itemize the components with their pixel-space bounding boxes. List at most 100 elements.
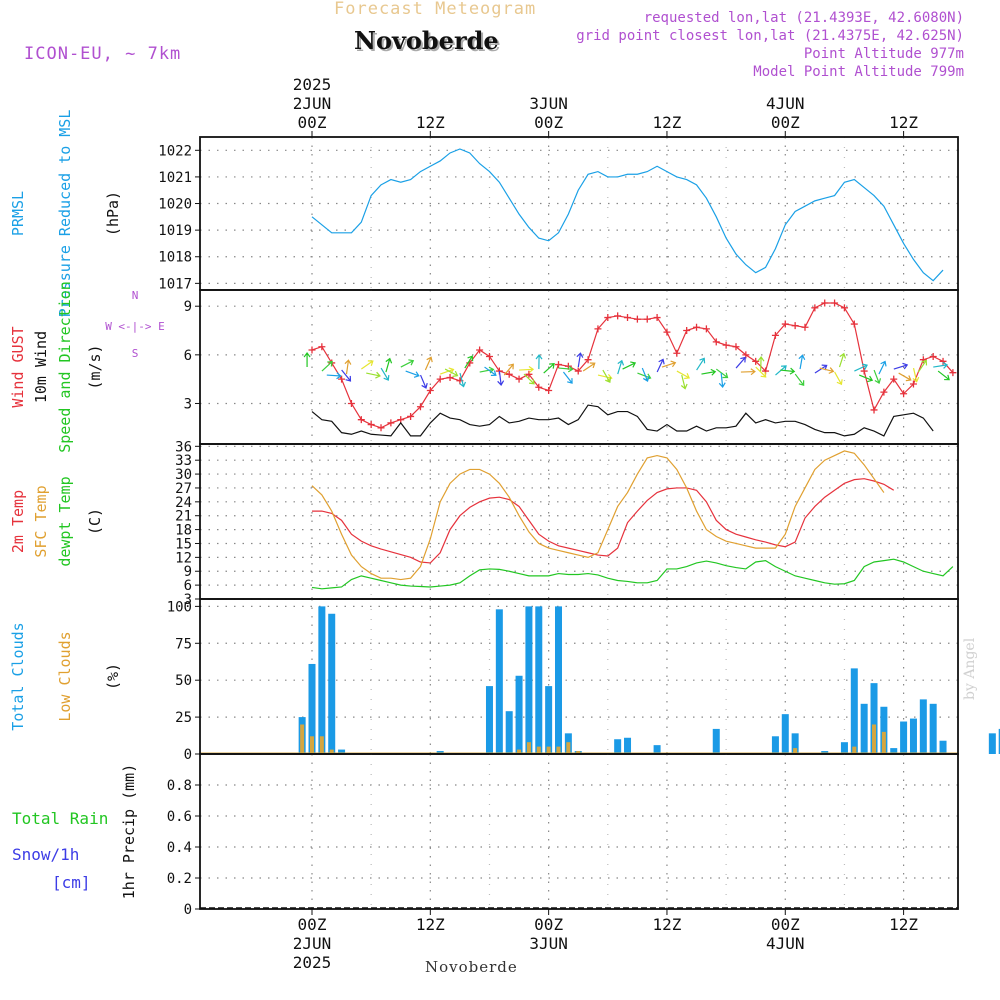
- cloud-bar-total: [495, 609, 503, 754]
- cloud-bar-total: [485, 686, 493, 754]
- wind-direction-arrow: [326, 372, 342, 380]
- wind-direction-arrow: [503, 363, 514, 376]
- y-tick-label: 1018: [158, 250, 192, 266]
- cloud-bar-total: [771, 736, 779, 754]
- series-wind-line: [311, 404, 934, 437]
- y-tick-label: 0.8: [167, 778, 192, 794]
- precip-side-label: [cm]: [52, 873, 91, 892]
- cloud-bar-low: [793, 748, 798, 754]
- cloud-bar-total: [939, 740, 947, 754]
- panel-precip: 0 0.2 0.4 0.6 0.8 1hr Precip (mm) Total Rain Sn…: [12, 753, 959, 918]
- y-tick-label: 6: [184, 578, 192, 594]
- cloud-bar-total: [870, 683, 878, 754]
- y-tick-label: 0.2: [167, 871, 192, 887]
- series-t2m-line: [312, 478, 895, 564]
- gust-marker: [436, 375, 444, 383]
- top-time-label: 12Z: [889, 113, 918, 132]
- y-tick-label: 21: [175, 509, 192, 525]
- wind-direction-arrow: [794, 373, 805, 387]
- gust-marker: [909, 380, 917, 388]
- panel-label: SFC Temp: [32, 485, 50, 557]
- wind-direction-arrow: [701, 368, 717, 376]
- y-tick-label: 36: [175, 439, 192, 455]
- gust-marker: [791, 322, 799, 330]
- wind-direction-arrow: [361, 360, 374, 370]
- wind-direction-arrow: [602, 369, 612, 384]
- gust-marker: [821, 299, 829, 307]
- wind-direction-arrow: [558, 365, 574, 373]
- wind-direction-arrow: [735, 356, 746, 369]
- panel-label: (C): [86, 508, 104, 535]
- credit-text: by Angel: [962, 637, 978, 700]
- gust-marker: [367, 421, 375, 429]
- wind-direction-arrow: [617, 359, 625, 375]
- y-tick-label: 3: [184, 396, 192, 412]
- wind-direction-arrow: [798, 354, 806, 370]
- bottom-time-label: 3JUN: [529, 934, 568, 953]
- series-sfc-line: [311, 450, 885, 581]
- bottom-time-label: 00Z: [771, 915, 800, 934]
- y-tick-label: 12: [175, 550, 192, 566]
- gust-marker: [949, 369, 957, 377]
- wind-direction-arrow: [715, 368, 729, 379]
- top-time-label: 00Z: [298, 113, 327, 132]
- top-time-label: 4JUN: [766, 94, 805, 113]
- cloud-bar-total: [614, 739, 622, 754]
- wind-direction-arrow: [757, 356, 765, 372]
- gust-marker: [870, 406, 878, 414]
- cloud-bar-low: [881, 731, 886, 754]
- wind-direction-arrow: [859, 374, 874, 383]
- cloud-bar-total: [525, 606, 533, 754]
- wind-direction-arrow: [380, 367, 390, 381]
- cloud-bar-total: [328, 613, 336, 754]
- wind-direction-arrow: [464, 355, 474, 369]
- y-tick-label: 30: [175, 467, 192, 483]
- cloud-bar-low: [566, 742, 571, 754]
- cloud-bar-total: [515, 675, 523, 754]
- gust-marker: [880, 388, 888, 396]
- wind-direction-arrow: [814, 364, 828, 374]
- panel-label: 2m Temp: [9, 490, 27, 553]
- gust-marker: [850, 320, 858, 328]
- gust-marker: [831, 299, 839, 307]
- cloud-bar-total: [338, 749, 346, 754]
- wind-direction-arrow: [917, 359, 928, 373]
- y-tick-label: 1022: [158, 143, 192, 159]
- wind-direction-arrow: [755, 366, 767, 378]
- wind-direction-arrow: [780, 367, 796, 375]
- cloud-bar-total: [308, 663, 316, 754]
- wind-direction-arrow: [834, 371, 843, 386]
- y-tick-label: 15: [175, 536, 192, 552]
- series-pressure-line: [311, 148, 944, 282]
- gust-marker: [446, 374, 454, 382]
- gust-marker: [673, 349, 681, 357]
- gust-marker: [574, 367, 582, 375]
- gust-marker: [633, 315, 641, 323]
- y-tick-label: 0: [184, 902, 192, 918]
- cloud-bar-low: [536, 746, 541, 754]
- gust-marker: [545, 387, 553, 395]
- precip-side-label: Total Rain: [12, 809, 108, 828]
- cloud-bar-total: [505, 711, 513, 754]
- cloud-bar-low: [329, 749, 334, 754]
- bottom-time-label: 2025: [293, 953, 332, 972]
- wind-direction-arrow: [321, 360, 333, 372]
- gust-marker: [624, 314, 632, 322]
- bottom-time-label: 12Z: [653, 915, 682, 934]
- series-gust-line: [311, 302, 954, 429]
- cloud-bar-total: [880, 706, 888, 754]
- y-tick-label: 9: [184, 299, 192, 315]
- wind-direction-arrow: [696, 357, 706, 371]
- gust-marker: [426, 387, 434, 395]
- wind-direction-arrow: [898, 372, 912, 382]
- wind-direction-arrow: [878, 360, 887, 375]
- y-tick-label: 1019: [158, 223, 192, 239]
- precip-side-label: Snow/1h: [12, 845, 79, 864]
- y-tick-label: 25: [175, 710, 192, 726]
- panel-pressure: 1017 1018 1019 1020 1021 1022 PRMSL Pressure Re…: [9, 110, 959, 317]
- gust-marker: [387, 419, 395, 427]
- product-title: Forecast Meteogram: [334, 0, 537, 19]
- cloud-bar-low: [319, 736, 324, 754]
- wind-direction-arrow: [819, 367, 835, 374]
- top-time-label: 3JUN: [529, 94, 568, 113]
